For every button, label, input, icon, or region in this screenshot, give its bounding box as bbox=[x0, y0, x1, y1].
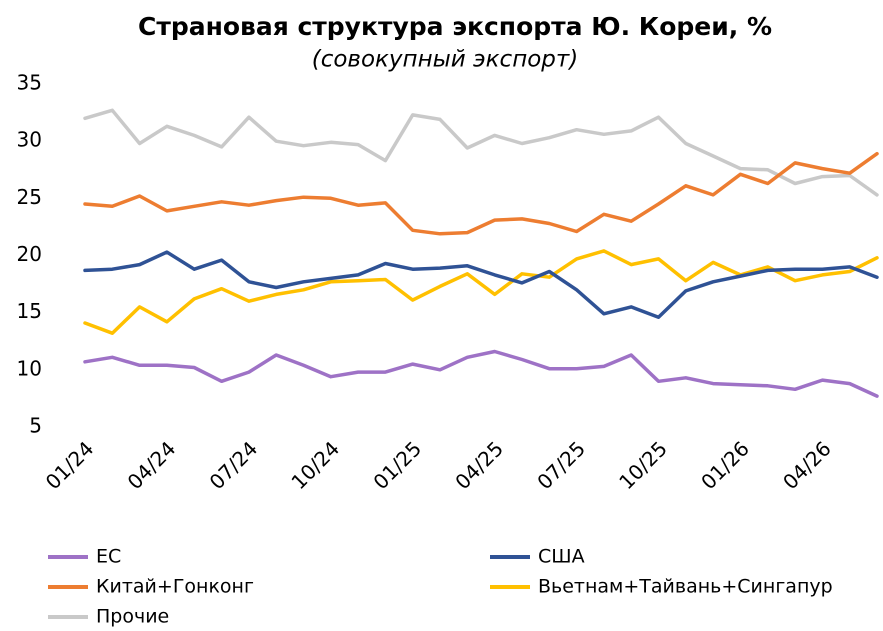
series-line bbox=[83, 108, 879, 197]
y-tick-label: 35 bbox=[17, 71, 42, 95]
chart-title: Страновая структура экспорта Ю. Кореи, % bbox=[138, 12, 772, 41]
legend-label: США bbox=[538, 546, 585, 568]
series-line bbox=[83, 250, 879, 319]
series-line bbox=[83, 349, 879, 398]
x-tick-label: 01/24 bbox=[41, 436, 99, 494]
x-tick-label: 10/25 bbox=[614, 436, 672, 494]
y-tick-label: 10 bbox=[17, 356, 42, 380]
x-tick-label: 01/26 bbox=[696, 436, 754, 494]
chart-subtitle: (совокупный экспорт) bbox=[312, 47, 579, 73]
x-tick-label: 04/26 bbox=[778, 436, 836, 494]
y-tick-label: 30 bbox=[17, 128, 42, 152]
x-tick-label: 10/24 bbox=[286, 436, 344, 494]
y-tick-label: 20 bbox=[17, 242, 42, 266]
series-line bbox=[83, 249, 879, 335]
y-tick-label: 15 bbox=[17, 299, 42, 323]
series-line bbox=[83, 151, 879, 236]
x-tick-label: 04/24 bbox=[123, 436, 181, 494]
y-tick-label: 25 bbox=[17, 185, 42, 209]
y-tick-label: 5 bbox=[29, 414, 42, 438]
x-tick-label: 07/24 bbox=[205, 436, 263, 494]
legend-label: Прочие bbox=[96, 606, 169, 628]
legend-label: Вьетнам+Тайвань+Сингапур bbox=[538, 576, 833, 598]
legend-label: ЕС bbox=[96, 546, 121, 568]
x-tick-label: 07/25 bbox=[532, 436, 590, 494]
legend-label: Китай+Гонконг bbox=[96, 576, 254, 598]
x-tick-label: 04/25 bbox=[450, 436, 508, 494]
x-tick-label: 01/25 bbox=[368, 436, 426, 494]
